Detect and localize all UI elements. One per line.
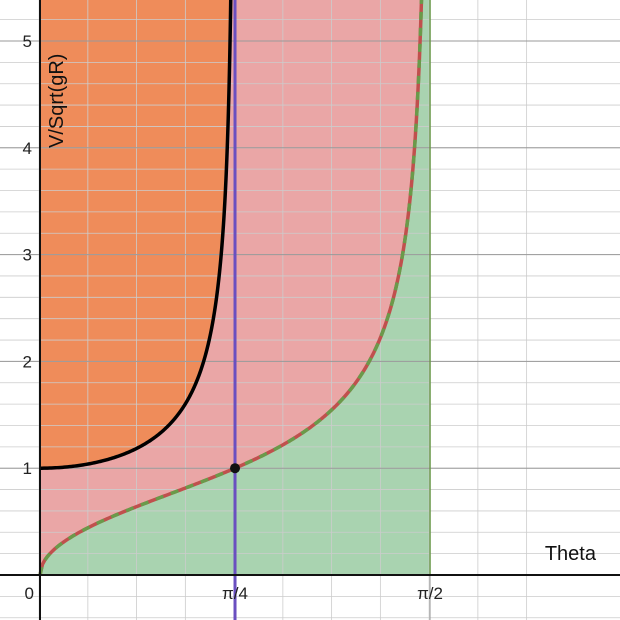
y-tick-label: 4: [23, 139, 32, 158]
y-tick-label: 2: [23, 352, 32, 371]
x-axis-label: Theta: [545, 543, 597, 565]
region-below-lower-curve: [40, 0, 431, 575]
x-tick-label: π/2: [417, 584, 443, 603]
x-tick-label: π/4: [222, 584, 248, 603]
y-tick-label: 3: [23, 246, 32, 265]
y-axis-label: V/Sqrt(gR): [46, 54, 68, 148]
y-tick-label: 1: [23, 459, 32, 478]
tick-labels: 0 π/4 π/2 1 2 3 4 5: [23, 32, 443, 603]
upper-curve: [39, 0, 233, 470]
intersection-point: [230, 463, 241, 474]
lower-curve: [38, 0, 424, 576]
x-tick-label: 0: [25, 584, 34, 603]
y-tick-label: 5: [23, 32, 32, 51]
